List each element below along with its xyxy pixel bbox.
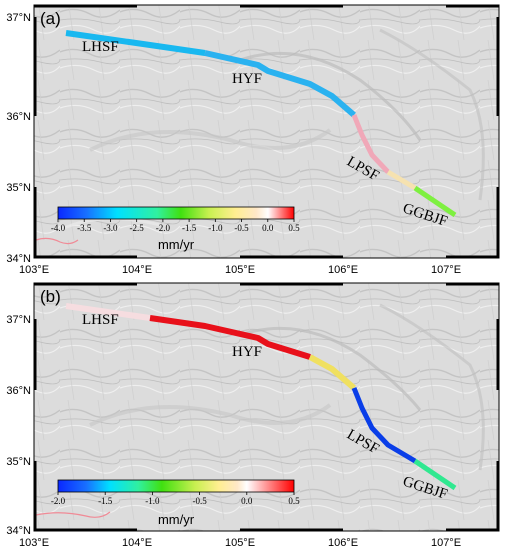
colorbar-tick-label: 0.5	[288, 496, 300, 506]
fault-label: LHSF	[82, 312, 119, 328]
border-line	[35, 511, 111, 518]
lon-tick-label: 104°E	[122, 264, 152, 276]
fault-trace-a	[65, 30, 457, 218]
frame-ticks-a	[33, 4, 500, 259]
lat-tick-label: 36°N	[6, 385, 31, 397]
panel-label: (a)	[40, 9, 61, 28]
fault-label: HYF	[232, 71, 262, 87]
relief-ridge	[379, 28, 485, 201]
lon-tick-label: 104°E	[122, 537, 152, 549]
colorbar-tick-label: -1.0	[208, 223, 223, 233]
lat-tick-label: 35°N	[6, 182, 31, 194]
fault-segment-lpsf	[351, 387, 417, 464]
lon-tick-label: 105°E	[225, 537, 255, 549]
fault-segment-ggbjf	[413, 185, 457, 218]
fault-segment-lhsf	[65, 30, 206, 56]
fault-segment-lpsf-south	[386, 169, 417, 191]
relief-ridge	[89, 128, 332, 152]
border-line	[35, 237, 79, 245]
colorbar-tick-label: -3.0	[103, 223, 118, 233]
relief-ridge	[379, 303, 485, 471]
lon-tick-label: 106°E	[328, 264, 358, 276]
lon-tick-label: 105°E	[225, 264, 255, 276]
colorbar-tick-label: -2.5	[130, 223, 145, 233]
colorbar-tick-label: -0.5	[192, 496, 207, 506]
colorbar-tick-label: 0.0	[262, 223, 274, 233]
fault-segment-lpsf	[351, 114, 390, 174]
fault-label: LHSF	[82, 39, 119, 55]
fault-label: HYF	[232, 344, 262, 360]
panel-label: (b)	[40, 287, 61, 306]
colorbar-tick-label: -2.0	[156, 223, 171, 233]
colorbar-b: -2.0 -1.5 -1.0 -0.5 0.0 0.5 mm/yr	[51, 479, 300, 527]
lat-tick-label: 37°N	[6, 314, 31, 326]
lon-tick-label: 106°E	[328, 537, 358, 549]
fault-trace-b	[65, 303, 457, 491]
colorbar-a: -4.0 -3.5 -3.0 -2.5 -2.0 -1.5 -1.0 -0.5 0.0 0.5 m…	[51, 206, 300, 252]
colorbar-ticks: -2.0 -1.5 -1.0 -0.5 0.0 0.5	[51, 492, 300, 506]
fault-segment-lhsf	[65, 303, 151, 321]
lat-tick-label: 34°N	[6, 253, 31, 265]
lon-tick-label: 107°E	[431, 264, 461, 276]
colorbar-tick-label: -1.5	[182, 223, 197, 233]
colorbar-ticks: -4.0 -3.5 -3.0 -2.5 -2.0 -1.5 -1.0 -0.5 0.0 0.5	[51, 219, 300, 233]
fault-segment-hyf	[149, 315, 311, 360]
colorbar-tick-label: -3.5	[77, 223, 92, 233]
lat-tick-label: 35°N	[6, 456, 31, 468]
colorbar-tick-label: -1.5	[98, 496, 113, 506]
lat-tick-label: 36°N	[6, 111, 31, 123]
lon-tick-label: 103°E	[19, 537, 49, 549]
panel-b: LHSF HYF LPSF GGBJF (b) -2.0 -1.5 -1.0 -0.5…	[6, 282, 500, 549]
colorbar-unit: mm/yr	[158, 237, 195, 252]
frame-ticks-b	[33, 282, 500, 532]
colorbar-tick-label: -0.5	[234, 223, 249, 233]
colorbar-tick-label: -1.0	[145, 496, 160, 506]
colorbar-gradient	[57, 206, 295, 220]
lon-tick-label: 107°E	[431, 537, 461, 549]
colorbar-tick-label: -2.0	[51, 496, 66, 506]
relief-ridge	[239, 51, 422, 141]
colorbar-tick-label: 0.5	[288, 223, 300, 233]
lon-tick-label: 103°E	[19, 264, 49, 276]
fault-segment-hyf	[204, 50, 356, 118]
relief-ridge	[239, 326, 422, 411]
colorbar-tick-label: -4.0	[51, 223, 66, 233]
panel-a: LHSF HYF LPSF GGBJF (a) -4.0 -3.5 -3.0 -2.5…	[6, 4, 500, 276]
colorbar-unit: mm/yr	[158, 512, 195, 527]
colorbar-tick-label: 0.0	[241, 496, 253, 506]
lat-tick-label: 37°N	[6, 12, 31, 24]
lat-tick-label: 34°N	[6, 525, 31, 537]
fault-segment-hyf-east	[308, 354, 356, 391]
relief-ridge	[89, 403, 332, 427]
colorbar-gradient	[57, 479, 295, 493]
fault-segment-ggbjf	[413, 458, 457, 491]
